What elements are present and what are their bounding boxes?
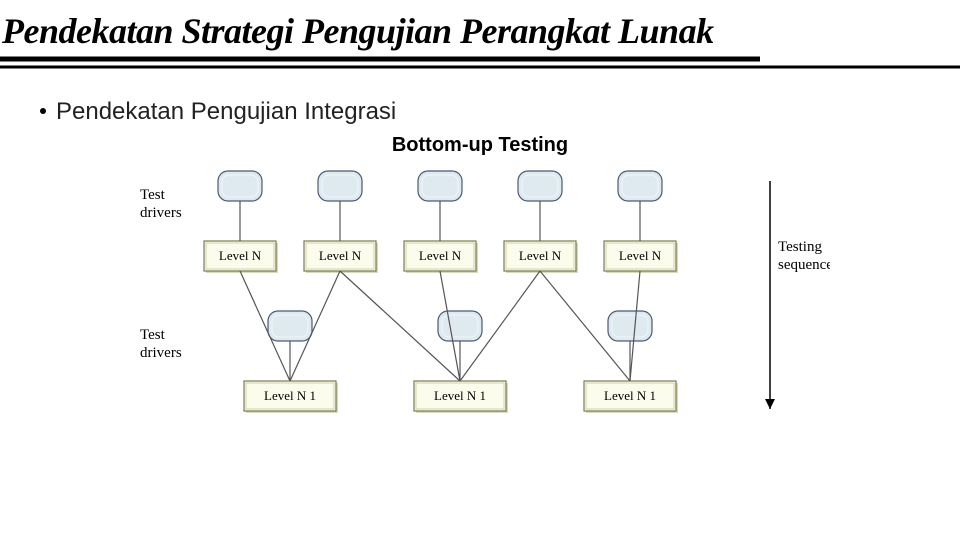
bullet-text: Pendekatan Pengujian Integrasi (56, 98, 396, 125)
diagram-caption: Bottom-up Testing (0, 134, 960, 157)
label-test-drivers-bottom2: drivers (140, 345, 182, 361)
level-box-label: Level N 1 (264, 388, 316, 403)
level-box-label: Level N (419, 248, 462, 263)
level-box-label: Level N 1 (434, 388, 486, 403)
diagram-container: Level N Level N Level N Level N Level N Level… (130, 161, 830, 431)
arrow-head-icon (765, 399, 775, 409)
label-testing: Testing (778, 239, 822, 255)
bullet-dot-icon (40, 108, 46, 114)
label-test-drivers-top2: drivers (140, 205, 182, 221)
level-box-label: Level N (219, 248, 262, 263)
level-box-label: Level N (519, 248, 562, 263)
title-underline (0, 56, 960, 70)
level-box-label: Level N (319, 248, 362, 263)
page-title: Pendekatan Strategi Pengujian Perangkat … (0, 0, 960, 56)
label-test-drivers-bottom: Test (140, 327, 166, 343)
label-test-drivers-top: Test (140, 187, 166, 203)
label-sequence: sequence (778, 257, 830, 273)
level-box-label: Level N 1 (604, 388, 656, 403)
bottom-up-diagram: Level N Level N Level N Level N Level N Level… (130, 161, 830, 431)
bullet-item: Pendekatan Pengujian Integrasi (40, 98, 960, 126)
level-box-label: Level N (619, 248, 662, 263)
